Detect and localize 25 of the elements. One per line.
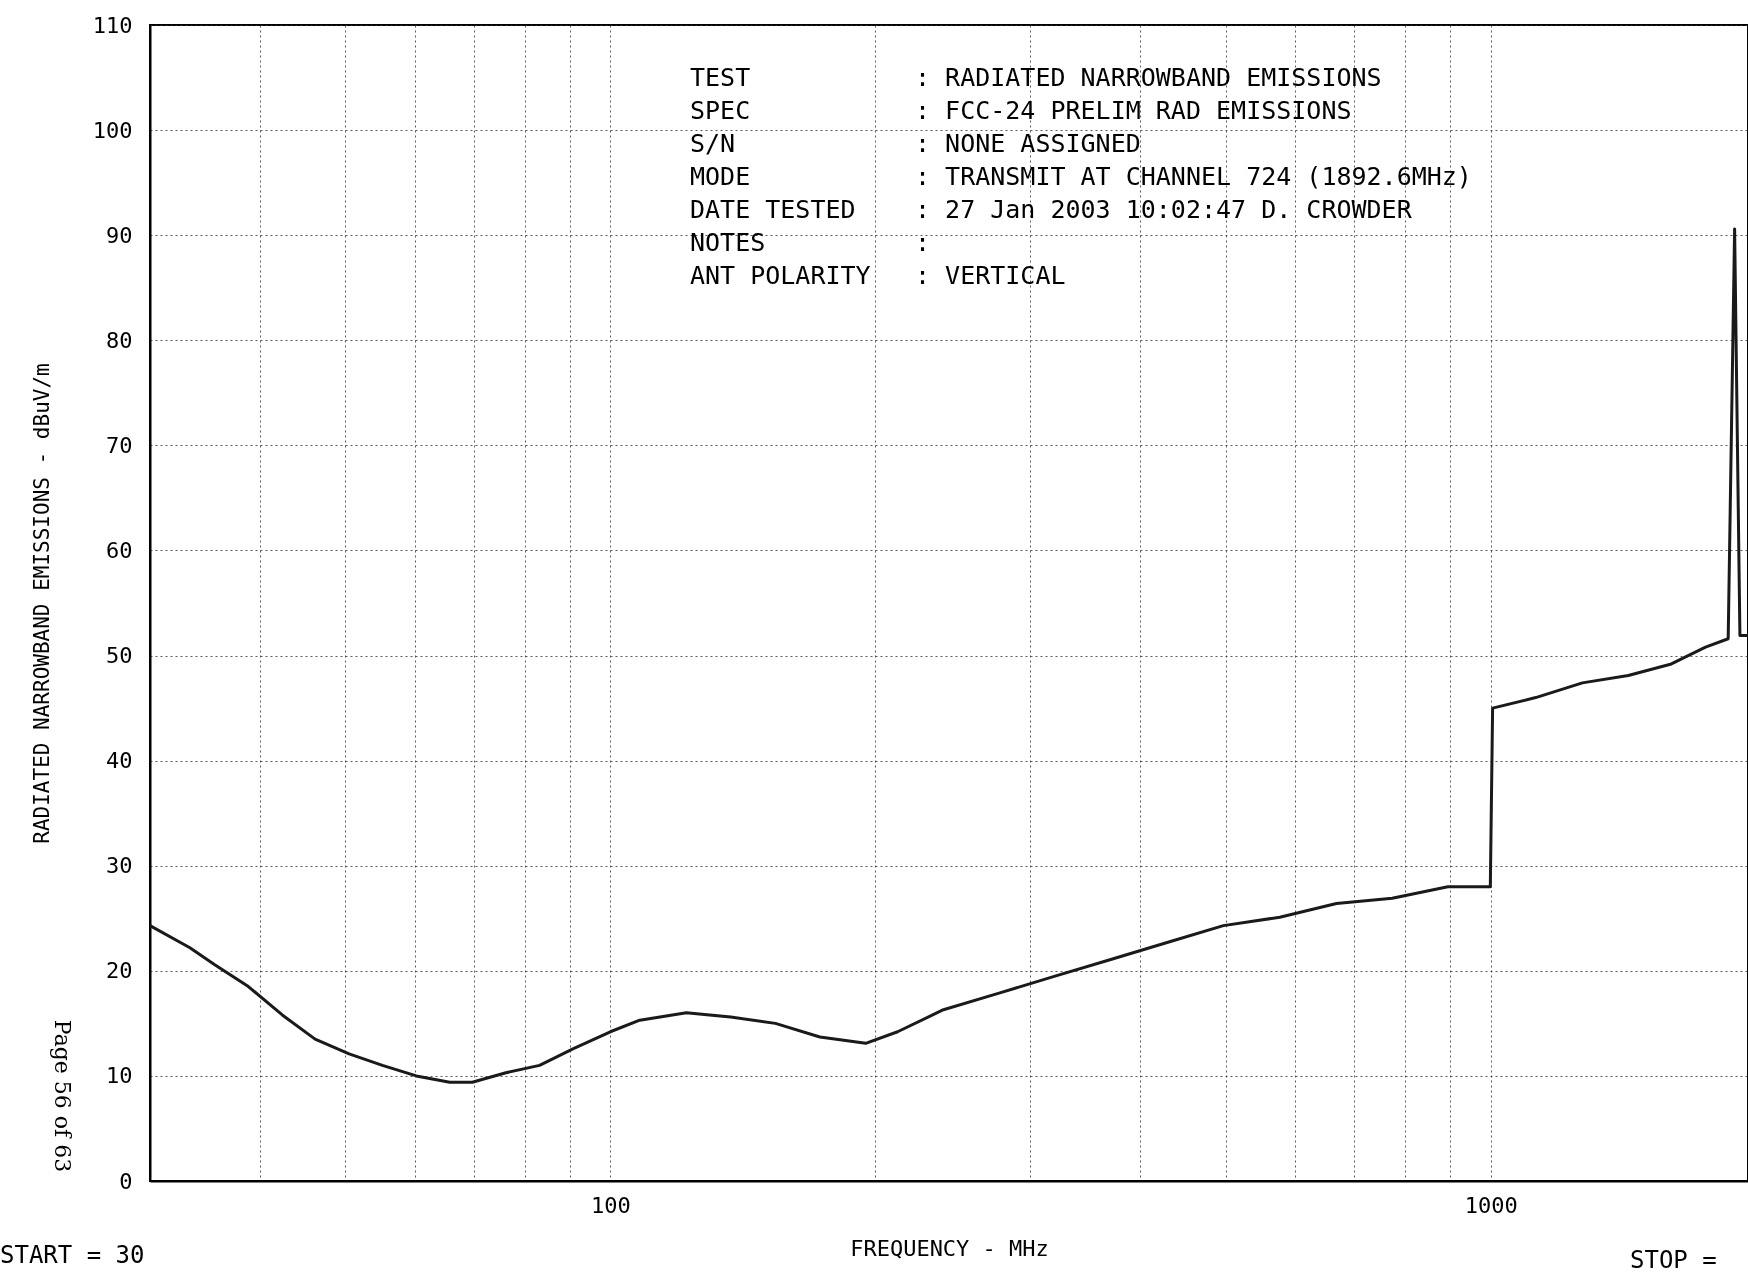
y-tick-label: 110 — [92, 12, 133, 38]
y-tick-label: 80 — [106, 327, 133, 353]
text: TEST : RADIATED NARROWBAND EMISSIONS — [690, 63, 1382, 92]
y-tick-label: 50 — [106, 643, 133, 669]
text: ANT POLARITY : VERTICAL — [690, 261, 1066, 290]
text: Page 56 of 63 — [50, 1019, 75, 1173]
text: DATE TESTED : 27 Jan 2003 10:02:47 D. CROWDER — [690, 195, 1412, 224]
y-tick-label: 70 — [106, 432, 133, 458]
text: NOTES : — [690, 228, 931, 257]
text: MODE : TRANSMIT AT CHANNEL 724 (1892.6MHz) — [690, 162, 1472, 191]
x-tick-label: 1000 — [1464, 1192, 1518, 1218]
y-tick-label: 20 — [106, 958, 133, 984]
text: STOP = — [1630, 1246, 1717, 1274]
text: START = 30 — [0, 1241, 145, 1269]
y-tick-label: 60 — [106, 537, 133, 563]
y-axis-title: RADIATED NARROWBAND EMISSIONS - dBuV/m — [29, 363, 54, 844]
y-tick-label: 90 — [106, 222, 133, 248]
y-tick-label: 30 — [106, 853, 133, 879]
y-tick-label: 100 — [92, 117, 133, 143]
text: S/N : NONE ASSIGNED — [690, 129, 1141, 158]
y-tick-label: 10 — [106, 1063, 133, 1089]
x-axis-title: FREQUENCY - MHz — [850, 1235, 1049, 1261]
text: SPEC : FCC-24 PRELIM RAD EMISSIONS — [690, 96, 1352, 125]
y-tick-label: 0 — [119, 1168, 133, 1194]
y-tick-label: 40 — [106, 748, 133, 774]
